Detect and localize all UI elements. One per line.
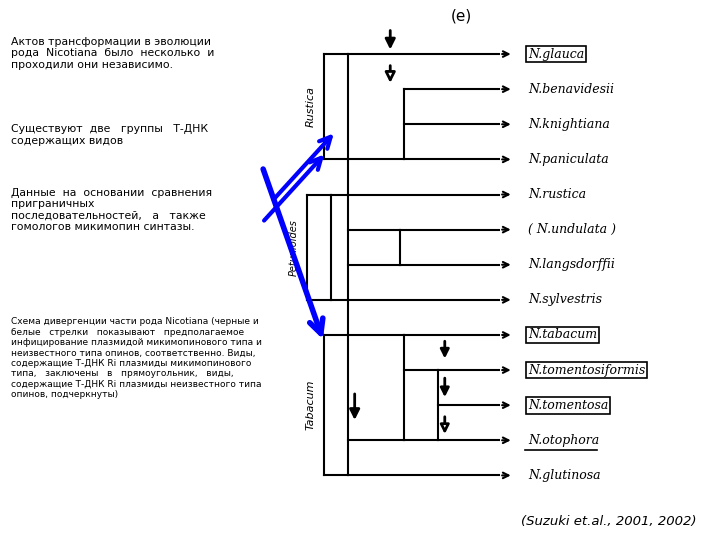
- Text: N.paniculata: N.paniculata: [528, 153, 608, 166]
- Text: N.langsdorffii: N.langsdorffii: [528, 258, 615, 271]
- Text: Petunioides: Petunioides: [289, 219, 299, 275]
- Text: ( N.undulata ): ( N.undulata ): [528, 223, 616, 236]
- Text: Данные  на  основании  сравнения
приграничных
последовательностей,   а   также
г: Данные на основании сравнения приграничн…: [11, 187, 212, 232]
- Text: N.tomentosa: N.tomentosa: [528, 399, 608, 411]
- Text: N.glutinosa: N.glutinosa: [528, 469, 600, 482]
- Text: (e): (e): [451, 9, 472, 23]
- Text: N.sylvestris: N.sylvestris: [528, 293, 602, 306]
- Text: Актов трансформации в эволюции
рода  Nicotiana  было  несколько  и
проходили они: Актов трансформации в эволюции рода Nico…: [11, 37, 215, 70]
- Text: N.otophora: N.otophora: [528, 434, 599, 447]
- Text: Rustica: Rustica: [305, 86, 315, 127]
- Text: Tabacum: Tabacum: [305, 380, 315, 430]
- Text: N.benavidesii: N.benavidesii: [528, 83, 613, 96]
- Text: N.knightiana: N.knightiana: [528, 118, 610, 131]
- Text: N.glauca: N.glauca: [528, 48, 584, 60]
- Text: Схема дивергенции части рода Nicotiana (черные и
белые   стрелки   показывают   : Схема дивергенции части рода Nicotiana (…: [11, 318, 262, 399]
- Text: N.tomentosiformis: N.tomentosiformis: [528, 363, 645, 376]
- Text: N.tabacum: N.tabacum: [528, 328, 597, 341]
- Text: Существуют  две   группы   Т-ДНК
содержащих видов: Существуют две группы Т-ДНК содержащих в…: [11, 124, 208, 146]
- Text: N.rustica: N.rustica: [528, 188, 586, 201]
- Text: (Suzuki et.al., 2001, 2002): (Suzuki et.al., 2001, 2002): [521, 515, 696, 528]
